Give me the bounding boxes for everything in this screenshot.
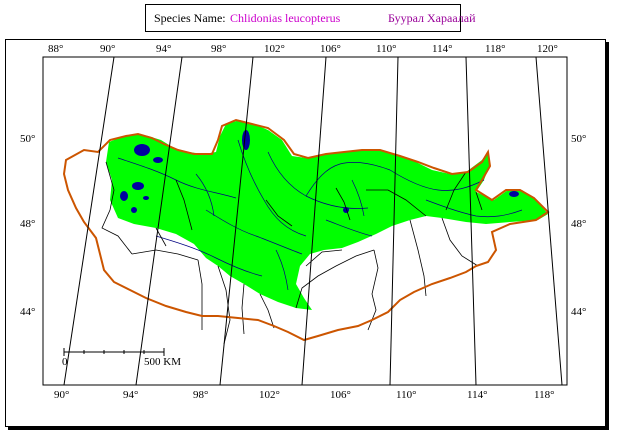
- top-longitude-label: 110°: [376, 43, 397, 55]
- bottom-longitude-label: 102°: [259, 389, 280, 401]
- meridian-line: [301, 57, 327, 385]
- rivers: [117, 139, 523, 291]
- distribution-map: 0 500 KM 88° 90° 94° 98° 102° 106° 110° 114° 118…: [20, 43, 586, 401]
- meridian-line: [135, 57, 183, 385]
- right-latitude-label: 50°: [571, 133, 586, 145]
- top-longitude-labels: 88° 90° 94° 98° 102° 106° 110° 114° 118° 120°: [48, 43, 558, 55]
- left-latitude-label: 44°: [20, 306, 35, 318]
- bottom-longitude-label: 90°: [54, 389, 69, 401]
- bottom-longitude-label: 106°: [330, 389, 351, 401]
- top-longitude-label: 88°: [48, 43, 63, 55]
- map-frame: 0 500 KM 88° 90° 94° 98° 102° 106° 110° 114° 118…: [5, 39, 606, 427]
- top-longitude-label: 94°: [156, 43, 171, 55]
- bottom-longitude-labels: 90° 94° 98° 102° 106° 110° 114° 118°: [54, 389, 555, 401]
- meridian-line: [535, 57, 563, 385]
- species-name-label: Species Name:: [154, 11, 226, 25]
- country-border: [62, 118, 550, 342]
- species-title-box: Species Name: Chlidonias leucopterus Буу…: [145, 4, 476, 32]
- bottom-longitude-label: 110°: [396, 389, 417, 401]
- species-latin-name: Chlidonias leucopterus: [230, 11, 341, 25]
- scale-start-label: 0: [62, 356, 68, 368]
- left-latitude-labels: 50° 48° 44°: [20, 133, 35, 318]
- species-local-name: Буурал Хараалай: [388, 11, 476, 25]
- right-latitude-labels: 50° 48° 44°: [571, 133, 586, 318]
- top-longitude-label: 102°: [264, 43, 285, 55]
- meridian-line: [465, 57, 477, 385]
- right-latitude-label: 48°: [571, 218, 586, 230]
- left-latitude-label: 50°: [20, 133, 35, 145]
- bottom-longitude-label: 114°: [467, 389, 488, 401]
- bottom-longitude-label: 98°: [193, 389, 208, 401]
- left-latitude-label: 48°: [20, 218, 35, 230]
- meridian-line: [63, 57, 115, 385]
- right-latitude-label: 44°: [571, 306, 586, 318]
- top-longitude-label: 90°: [100, 43, 115, 55]
- scale-bar: [63, 348, 165, 356]
- meridian-line: [219, 57, 254, 385]
- top-longitude-label: 114°: [432, 43, 453, 55]
- meridian-line: [389, 57, 399, 385]
- species-range-area: [106, 120, 548, 310]
- bottom-longitude-label: 118°: [534, 389, 555, 401]
- top-longitude-label: 106°: [320, 43, 341, 55]
- top-longitude-label: 118°: [485, 43, 506, 55]
- graticule: [63, 57, 563, 385]
- scale-end-label: 500 KM: [144, 356, 181, 368]
- bottom-longitude-label: 94°: [123, 389, 138, 401]
- top-longitude-label: 98°: [211, 43, 226, 55]
- top-longitude-label: 120°: [537, 43, 558, 55]
